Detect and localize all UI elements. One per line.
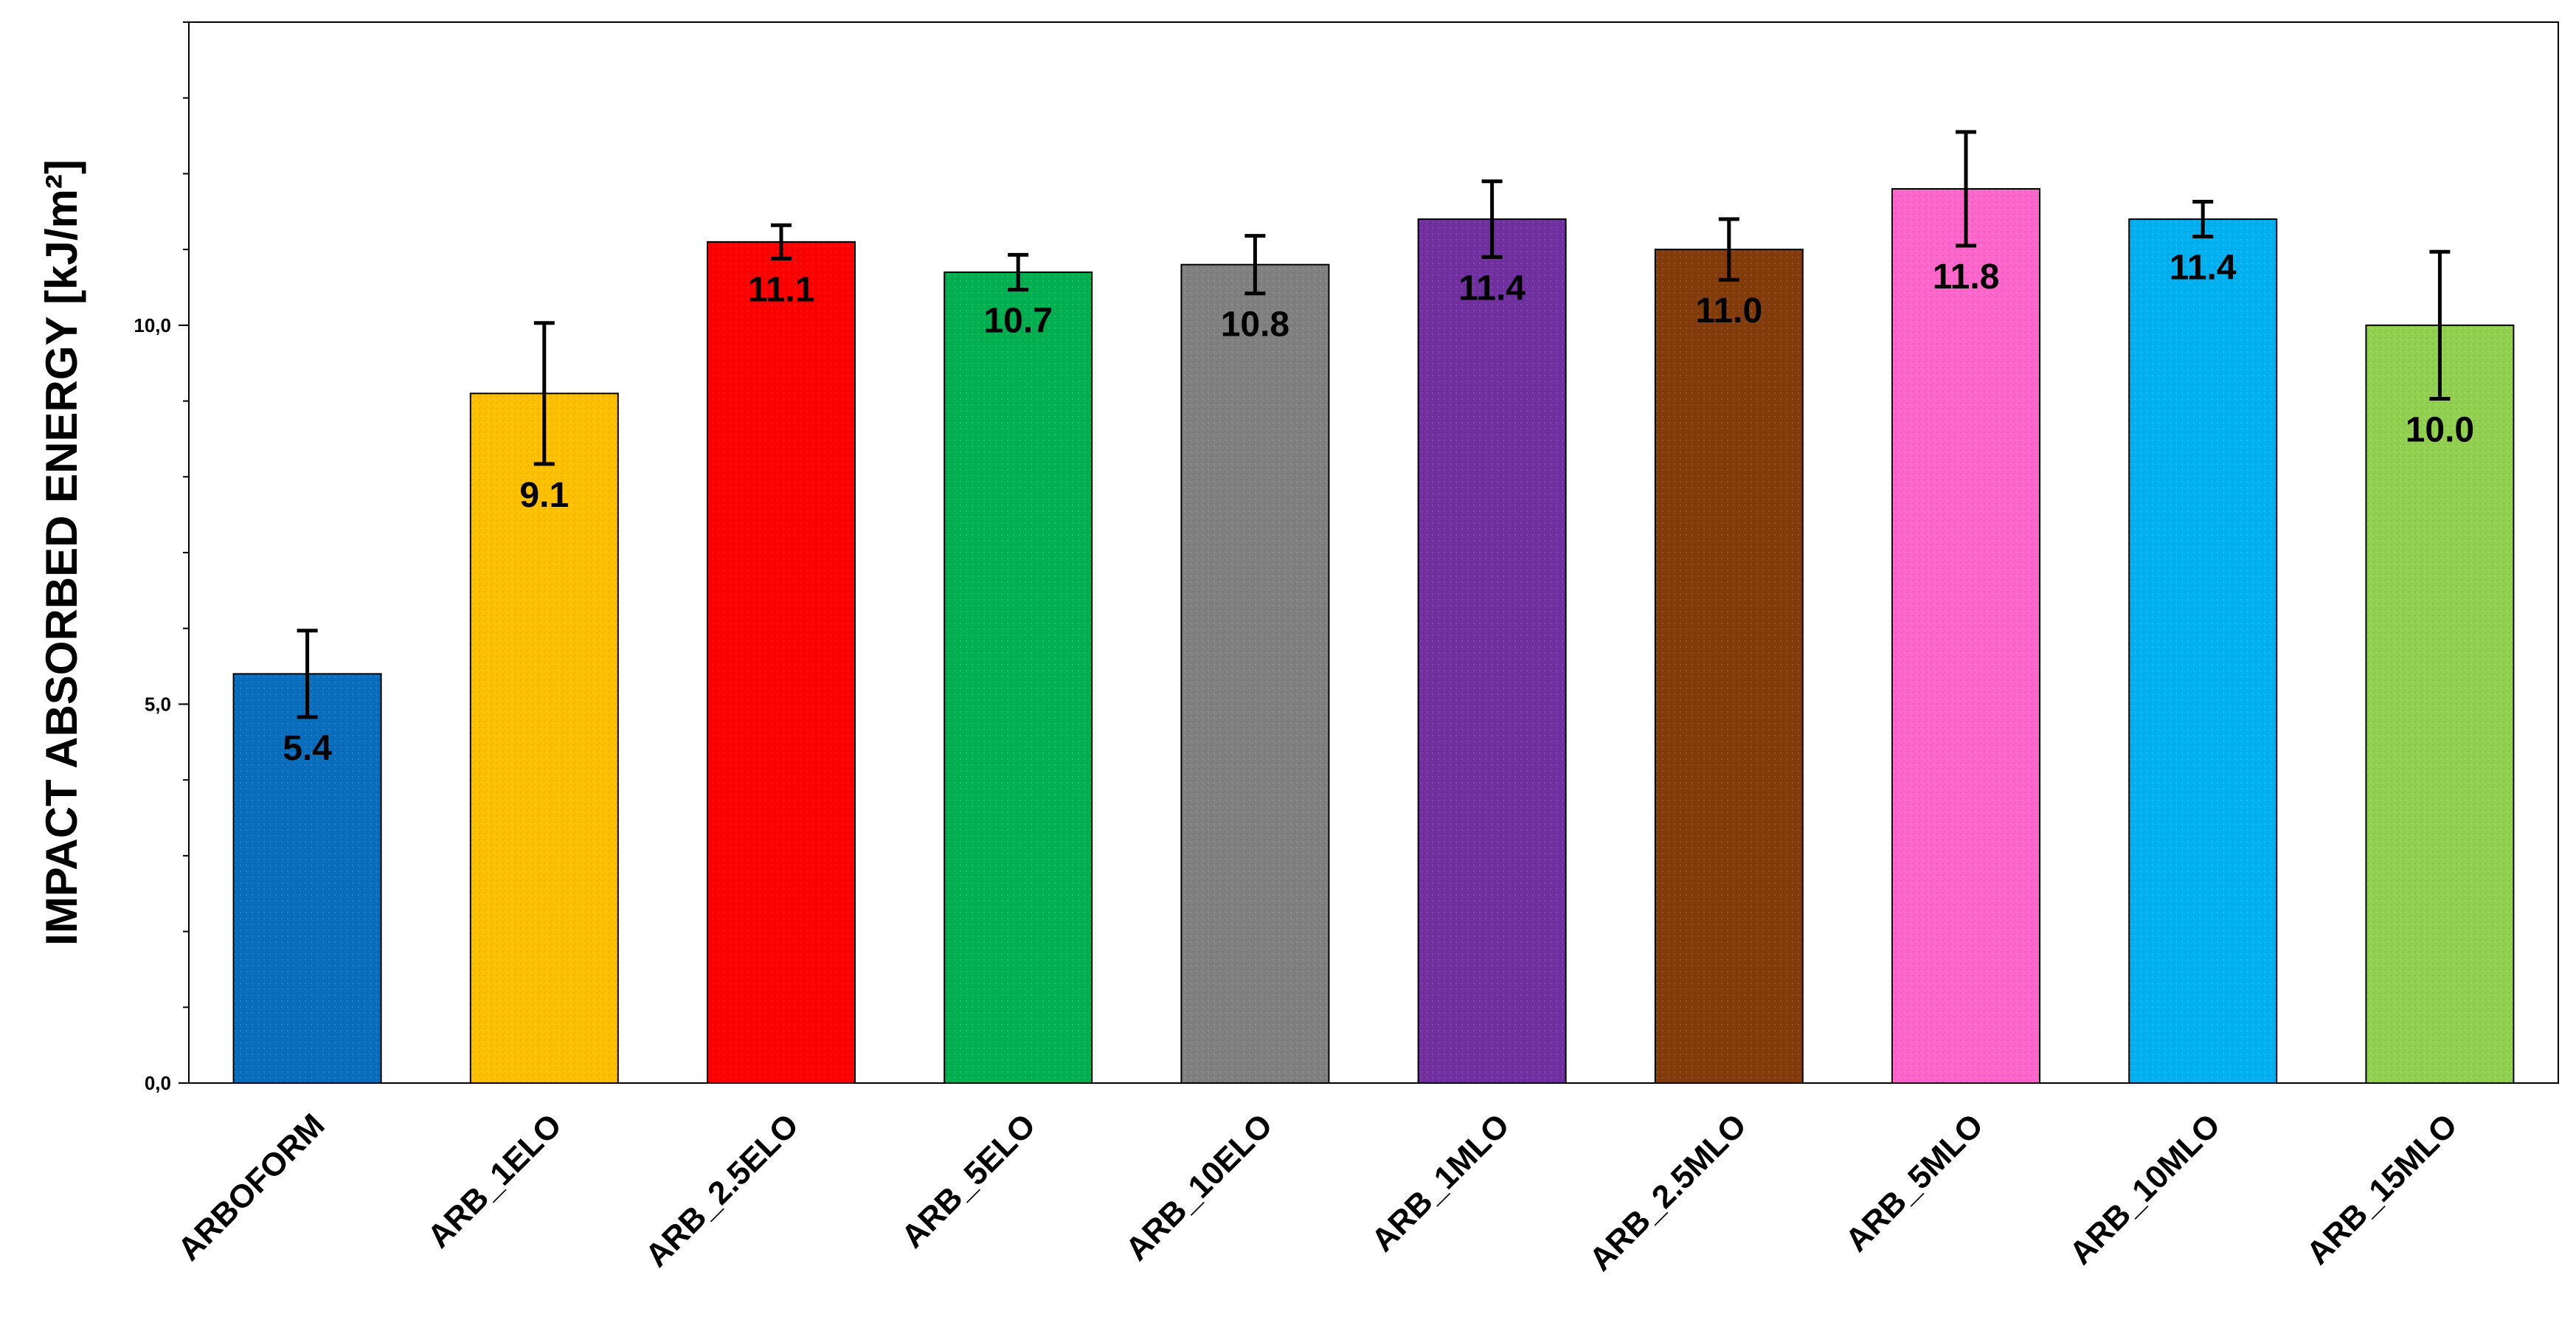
x-tick-label: ARB_5MLO (1838, 1107, 1990, 1259)
value-label: 11.4 (1458, 269, 1526, 308)
bar-texture (1418, 219, 1566, 1083)
y-minor-ticks (183, 21, 189, 1084)
y-tick-label: 5,0 (145, 693, 171, 715)
value-label: 5.4 (283, 729, 332, 768)
bars-group (232, 187, 2515, 1085)
value-label: 11.8 (1933, 257, 2000, 297)
bar-texture (233, 674, 381, 1083)
x-tick-label: ARB_5ELO (895, 1107, 1043, 1255)
x-tick-label: ARBOFORM (171, 1107, 332, 1268)
value-labels-group: 5.4 9.1 11.1 10.7 10.8 11.4 11.0 11.8 11.4 10.0 (283, 249, 2474, 768)
bar-texture (2129, 219, 2277, 1083)
value-label: 11.1 (748, 270, 815, 309)
y-tick-label: 10,0 (134, 314, 171, 336)
value-label: 10.7 (983, 302, 1052, 341)
value-label: 10.8 (1221, 305, 1289, 345)
bar-texture (2366, 325, 2514, 1083)
x-tick-label: ARB_10ELO (1119, 1107, 1280, 1268)
x-tick-label: ARB_15MLO (2299, 1107, 2464, 1271)
bar-texture (1892, 188, 2040, 1083)
error-bars-group (297, 130, 2451, 719)
x-tick-label: ARB_2.5ELO (638, 1107, 806, 1274)
y-tick-label: 0,0 (145, 1072, 171, 1094)
bar-texture (944, 272, 1093, 1083)
x-tick-label: ARB_1MLO (1365, 1107, 1517, 1259)
value-label: 9.1 (519, 476, 569, 515)
bar-texture (707, 241, 855, 1083)
y-axis-title: IMPACT ABSORBED ENERGY [kJ/m²] (37, 159, 86, 946)
x-axis-labels: ARBOFORM ARB_1ELO ARB_2.5ELO ARB_5ELO ARB_10… (171, 1107, 2465, 1278)
bar-texture (1655, 249, 1803, 1084)
x-tick-label: ARB_10MLO (2063, 1107, 2227, 1271)
value-label: 10.0 (2406, 410, 2474, 449)
value-label: 11.4 (2170, 249, 2237, 288)
bar-texture (470, 393, 618, 1083)
x-tick-label: ARB_1ELO (420, 1107, 569, 1255)
y-axis-ticks: 0,0 5,0 10,0 (134, 314, 189, 1094)
value-label: 11.0 (1695, 291, 1762, 331)
bar-texture (1181, 264, 1329, 1084)
x-tick-label: ARB_2.5MLO (1582, 1107, 1753, 1278)
